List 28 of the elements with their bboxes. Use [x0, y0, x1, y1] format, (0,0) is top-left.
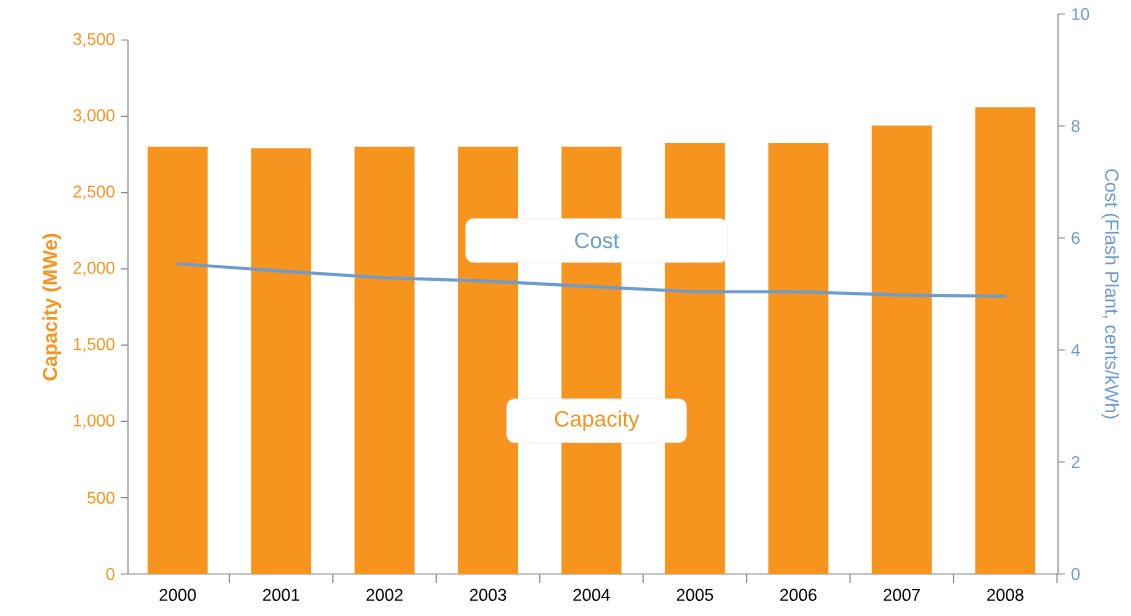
x-tick-label: 2003	[469, 588, 507, 601]
x-tick-label: 2008	[987, 588, 1024, 601]
y-tick-label: 2,500	[73, 185, 115, 200]
y2-tick-label: 0	[1071, 567, 1080, 581]
y-tick-label: 3,000	[73, 109, 115, 124]
x-tick-label: 2004	[573, 588, 610, 601]
y2-tick-label: 2	[1071, 456, 1080, 468]
y-tick-label: 1,500	[73, 338, 115, 353]
x-tick-label: 2002	[366, 588, 403, 601]
x-tick-label: 2007	[883, 588, 920, 601]
x-tick-label: 2006	[780, 588, 817, 601]
y-tick-label: 2,000	[73, 261, 115, 276]
y-tick-label: 1,000	[73, 414, 115, 429]
y2-tick-label: 4	[1071, 344, 1080, 356]
x-tick-label: 2005	[676, 588, 714, 601]
y2-tick-label: 10	[1072, 7, 1090, 21]
y-tick-label: 500	[87, 491, 115, 504]
series-label: Cost	[575, 232, 620, 249]
y2-tick-label: 8	[1071, 119, 1080, 133]
series-label: Capacity	[554, 410, 640, 432]
y2-tick-label: 6	[1071, 231, 1080, 245]
y-tick-label: 3,500	[73, 32, 115, 48]
x-tick-label: 2001	[263, 588, 300, 601]
line-series	[176, 262, 1007, 298]
y-axis-title: Capacity (MWe)	[42, 233, 62, 381]
y2-axis-title: Cost (Flash Plant, cents/kWh)	[1101, 169, 1120, 419]
x-tick-label: 2000	[159, 588, 196, 601]
y-tick-label: 0	[106, 567, 115, 581]
